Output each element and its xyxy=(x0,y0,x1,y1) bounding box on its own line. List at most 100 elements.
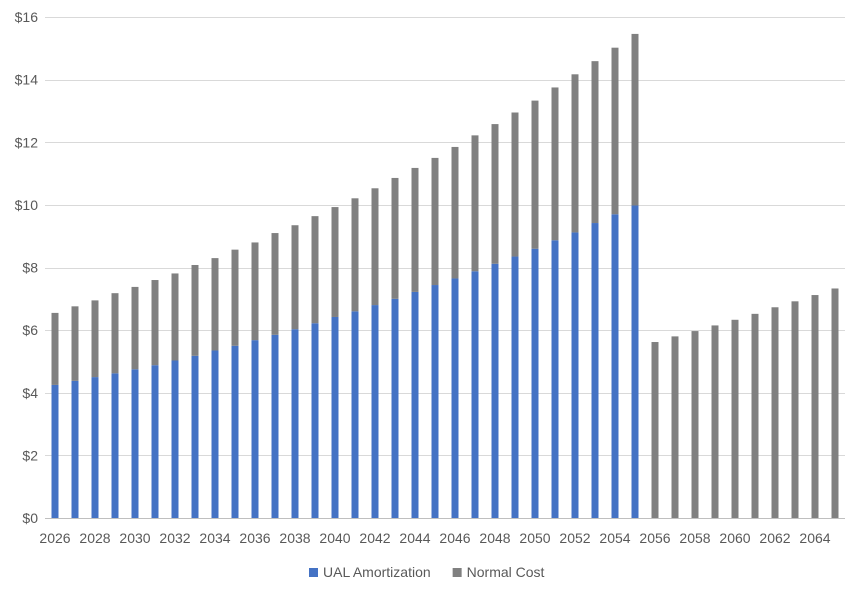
bar-normal-cost xyxy=(331,207,339,317)
x-tick-label: 2058 xyxy=(679,530,710,546)
bar-normal-cost xyxy=(491,124,499,264)
bar-normal-cost xyxy=(251,242,259,341)
y-tick-label: $2 xyxy=(22,447,38,463)
x-tick-label: 2026 xyxy=(39,530,70,546)
x-tick-label: 2064 xyxy=(799,530,830,546)
bar-ual-amortization xyxy=(371,305,379,518)
bar-ual-amortization xyxy=(151,365,159,518)
legend-label-normal-cost: Normal Cost xyxy=(467,564,545,580)
bar-ual-amortization xyxy=(491,263,499,518)
x-tick-label: 2052 xyxy=(559,530,590,546)
x-tick-label: 2028 xyxy=(79,530,110,546)
bar-ual-amortization xyxy=(431,285,439,518)
bar-normal-cost xyxy=(511,112,519,257)
bar-normal-cost xyxy=(431,157,439,286)
bar-ual-amortization xyxy=(111,373,119,518)
bar-normal-cost xyxy=(791,301,799,518)
bar-normal-cost xyxy=(91,300,99,378)
legend-swatch-normal-cost xyxy=(452,568,462,577)
bar-normal-cost xyxy=(371,188,379,306)
y-tick-label: $8 xyxy=(22,260,38,276)
bar-normal-cost xyxy=(671,336,679,518)
bar-normal-cost xyxy=(291,225,299,330)
bar-ual-amortization xyxy=(251,340,259,518)
bar-normal-cost xyxy=(831,288,839,518)
y-tick-label: $12 xyxy=(15,134,39,150)
x-tick-label: 2032 xyxy=(159,530,190,546)
bar-ual-amortization xyxy=(351,311,359,518)
bar-ual-amortization xyxy=(211,350,219,518)
bar-ual-amortization xyxy=(191,355,199,518)
bar-normal-cost xyxy=(771,307,779,518)
x-tick-label: 2062 xyxy=(759,530,790,546)
bar-normal-cost xyxy=(811,295,819,518)
x-tick-label: 2030 xyxy=(119,530,150,546)
x-tick-label: 2044 xyxy=(399,530,430,546)
bar-normal-cost xyxy=(391,177,399,299)
bar-normal-cost xyxy=(531,100,539,249)
bar-ual-amortization xyxy=(171,360,179,518)
bar-normal-cost xyxy=(271,233,279,335)
bar-ual-amortization xyxy=(131,369,139,518)
bar-normal-cost xyxy=(351,198,359,312)
x-tick-label: 2054 xyxy=(599,530,630,546)
x-tick-label: 2036 xyxy=(239,530,270,546)
bar-normal-cost xyxy=(51,312,59,385)
bar-ual-amortization xyxy=(471,271,479,518)
gridlines xyxy=(45,17,845,519)
legend-swatch-ual-amortization xyxy=(309,568,318,577)
bar-normal-cost xyxy=(711,325,719,518)
bar-normal-cost xyxy=(191,264,199,356)
y-tick-label: $6 xyxy=(22,322,38,338)
bar-normal-cost xyxy=(751,313,759,518)
bar-ual-amortization xyxy=(571,232,579,518)
bar-ual-amortization xyxy=(591,223,599,518)
bar-ual-amortization xyxy=(391,298,399,518)
bar-ual-amortization xyxy=(271,334,279,518)
y-tick-label: $14 xyxy=(15,72,39,88)
bar-ual-amortization xyxy=(451,278,459,518)
bar-ual-amortization xyxy=(231,345,239,518)
bar-ual-amortization xyxy=(331,316,339,518)
bar-ual-amortization xyxy=(411,291,419,518)
bar-normal-cost xyxy=(171,273,179,361)
bar-ual-amortization xyxy=(611,214,619,519)
x-tick-label: 2056 xyxy=(639,530,670,546)
bar-normal-cost xyxy=(71,306,79,381)
bar-ual-amortization xyxy=(51,384,59,518)
bar-ual-amortization xyxy=(91,377,99,518)
legend-label-ual-amortization: UAL Amortization xyxy=(323,564,431,580)
x-tick-label: 2040 xyxy=(319,530,350,546)
bar-normal-cost xyxy=(151,280,159,366)
y-tick-label: $0 xyxy=(22,510,38,526)
x-tick-label: 2048 xyxy=(479,530,510,546)
bars xyxy=(51,33,839,519)
bar-normal-cost xyxy=(131,286,139,370)
bar-ual-amortization xyxy=(551,240,559,518)
bar-normal-cost xyxy=(451,146,459,279)
bar-ual-amortization xyxy=(531,248,539,518)
legend: UAL Amortization Normal Cost xyxy=(309,564,545,580)
bar-normal-cost xyxy=(571,74,579,233)
y-tick-label: $4 xyxy=(22,385,38,401)
y-tick-label: $10 xyxy=(15,197,39,213)
bar-normal-cost xyxy=(111,293,119,374)
bar-normal-cost xyxy=(691,331,699,518)
x-tick-label: 2060 xyxy=(719,530,750,546)
bar-normal-cost xyxy=(591,61,599,224)
bar-ual-amortization xyxy=(71,380,79,518)
x-tick-label: 2038 xyxy=(279,530,310,546)
bar-normal-cost xyxy=(631,33,639,206)
y-tick-label: $16 xyxy=(15,9,39,25)
axes: $0 $2 $4 $6 $8 $10 $12 $14 $16 2026 2028 2030 2032 20… xyxy=(15,9,831,546)
x-tick-label: 2034 xyxy=(199,530,230,546)
bar-normal-cost xyxy=(731,319,739,518)
bar-normal-cost xyxy=(311,216,319,324)
x-tick-label: 2042 xyxy=(359,530,390,546)
bar-ual-amortization xyxy=(311,323,319,518)
x-tick-label: 2046 xyxy=(439,530,470,546)
bar-normal-cost xyxy=(611,47,619,215)
bar-normal-cost xyxy=(551,87,559,241)
